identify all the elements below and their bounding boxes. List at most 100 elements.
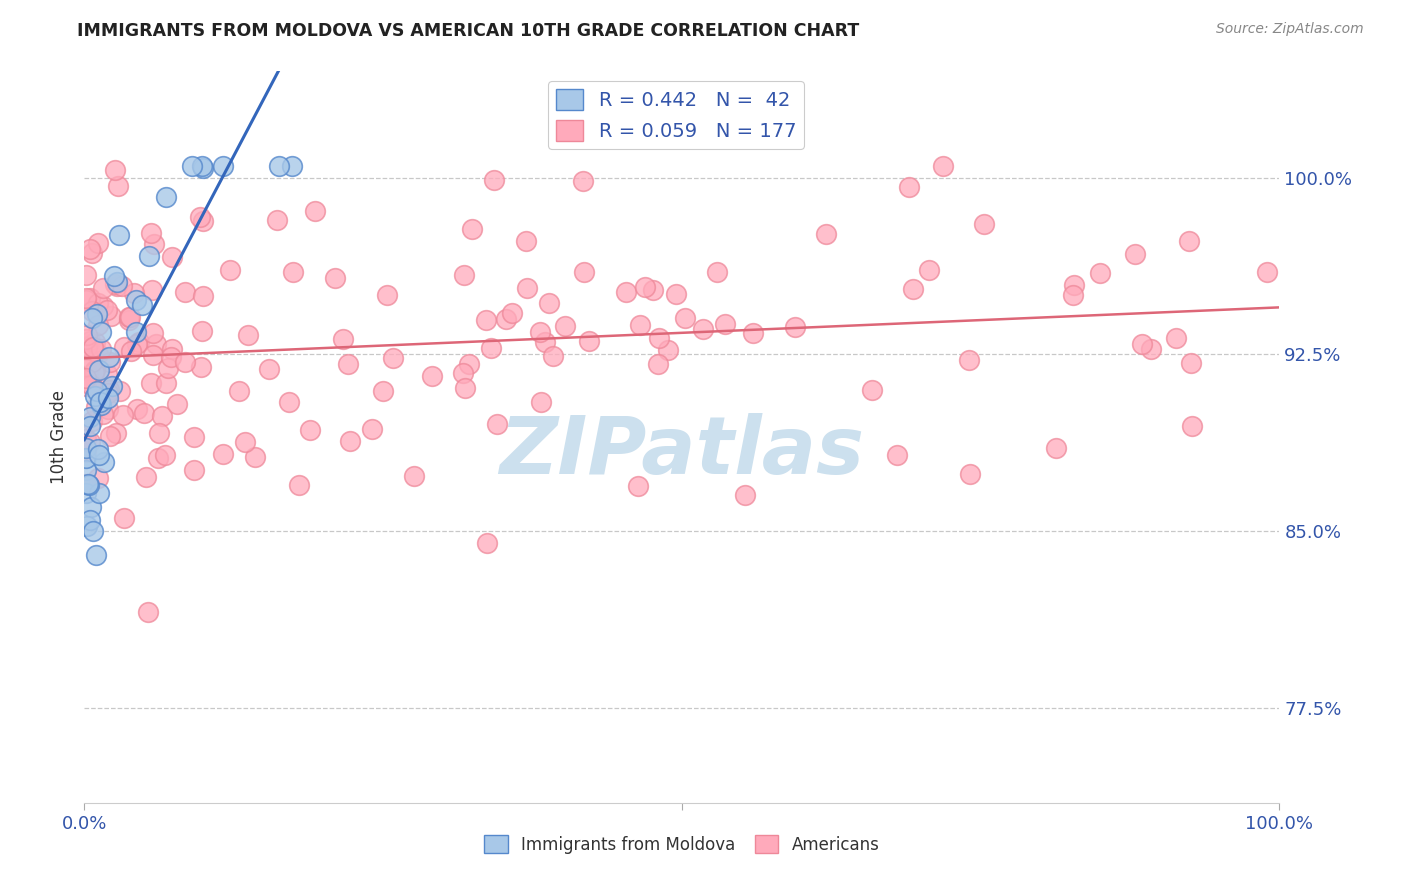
Point	[482, 173, 505, 187]
Point	[212, 446, 235, 460]
Point	[83, 365, 105, 379]
Point	[75, 477, 97, 491]
Point	[80, 377, 103, 392]
Point	[304, 204, 326, 219]
Point	[87, 442, 110, 456]
Point	[82, 524, 104, 539]
Point	[100, 309, 122, 323]
Point	[82, 245, 104, 260]
Point	[166, 396, 188, 410]
Point	[1063, 278, 1085, 293]
Point	[959, 467, 981, 482]
Point	[75, 291, 97, 305]
Point	[420, 369, 443, 384]
Point	[142, 348, 165, 362]
Point	[75, 451, 97, 466]
Point	[174, 354, 197, 368]
Point	[98, 429, 121, 443]
Point	[706, 265, 728, 279]
Point	[103, 268, 125, 283]
Point	[87, 448, 110, 462]
Point	[91, 407, 114, 421]
Point	[554, 318, 576, 333]
Point	[501, 306, 523, 320]
Point	[336, 357, 359, 371]
Point	[183, 463, 205, 477]
Point	[105, 426, 128, 441]
Point	[457, 357, 479, 371]
Point	[105, 279, 128, 293]
Legend: Immigrants from Moldova, Americans: Immigrants from Moldova, Americans	[478, 829, 886, 860]
Point	[120, 310, 142, 324]
Point	[742, 326, 765, 340]
Point	[475, 536, 498, 550]
Point	[82, 340, 104, 354]
Point	[127, 336, 149, 351]
Point	[648, 331, 671, 345]
Point	[1130, 336, 1153, 351]
Point	[814, 227, 837, 241]
Point	[86, 471, 108, 485]
Point	[87, 235, 110, 250]
Point	[533, 335, 555, 350]
Point	[190, 210, 212, 224]
Point	[266, 213, 288, 227]
Point	[152, 409, 174, 423]
Y-axis label: 10th Grade: 10th Grade	[51, 390, 69, 484]
Point	[111, 408, 134, 422]
Point	[97, 383, 120, 397]
Point	[91, 280, 114, 294]
Point	[79, 435, 101, 450]
Point	[1140, 342, 1163, 356]
Point	[657, 343, 679, 358]
Point	[136, 605, 159, 619]
Point	[515, 234, 537, 248]
Point	[80, 376, 103, 391]
Point	[191, 159, 214, 173]
Point	[97, 391, 120, 405]
Point	[127, 401, 149, 416]
Point	[1178, 234, 1201, 248]
Point	[529, 395, 551, 409]
Text: ZIPatlas: ZIPatlas	[499, 413, 865, 491]
Point	[86, 307, 108, 321]
Point	[212, 160, 235, 174]
Point	[76, 327, 98, 342]
Point	[89, 486, 111, 500]
Point	[84, 363, 107, 377]
Point	[574, 265, 596, 279]
Point	[80, 355, 103, 369]
Point	[361, 422, 384, 436]
Point	[96, 367, 118, 381]
Point	[84, 334, 107, 349]
Point	[628, 318, 651, 333]
Point	[257, 362, 280, 376]
Point	[76, 519, 98, 533]
Point	[155, 189, 177, 203]
Point	[973, 217, 995, 231]
Point	[77, 477, 100, 491]
Point	[122, 286, 145, 301]
Point	[479, 341, 502, 355]
Point	[860, 384, 883, 398]
Point	[75, 293, 97, 308]
Point	[79, 419, 101, 434]
Point	[145, 336, 167, 351]
Point	[475, 313, 498, 327]
Point	[75, 379, 97, 393]
Point	[80, 304, 103, 318]
Point	[146, 450, 169, 465]
Point	[932, 159, 955, 173]
Point	[79, 410, 101, 425]
Point	[673, 311, 696, 326]
Point	[118, 312, 141, 326]
Point	[486, 417, 509, 431]
Point	[79, 334, 101, 349]
Point	[86, 548, 108, 562]
Point	[233, 435, 256, 450]
Point	[120, 343, 142, 358]
Point	[219, 262, 242, 277]
Point	[1256, 265, 1278, 279]
Point	[79, 242, 101, 256]
Point	[128, 334, 150, 349]
